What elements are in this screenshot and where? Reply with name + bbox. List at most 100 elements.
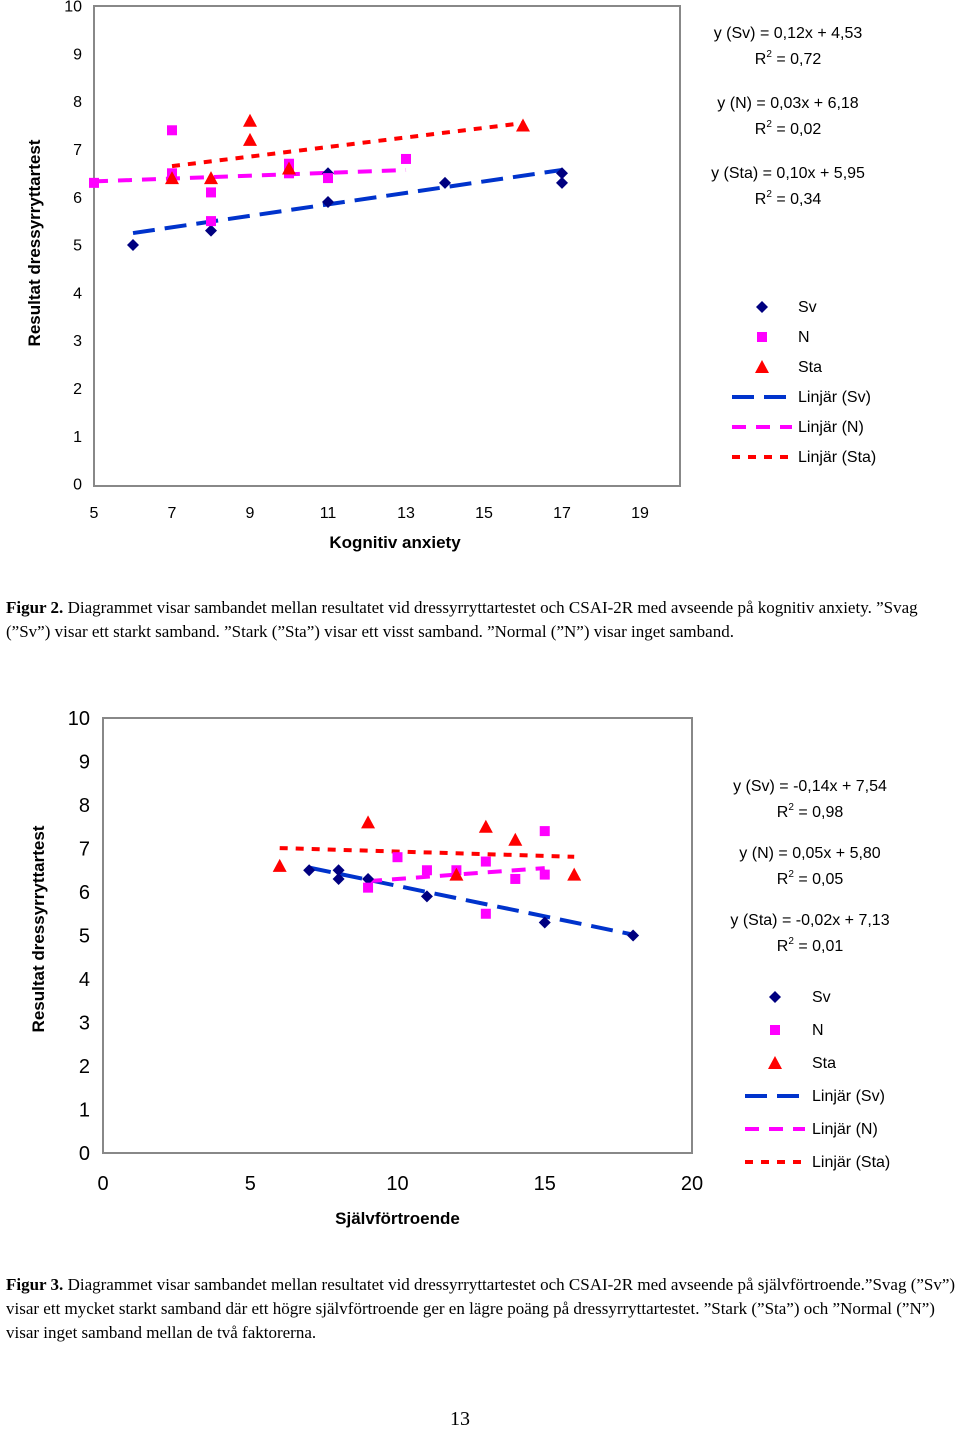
legend-marker-sta — [755, 360, 769, 373]
chart-sjalvfortroende: 0 1 2 3 4 5 6 7 8 9 10 0 5 10 15 20 Självförtroende Resul… — [29, 708, 890, 1228]
caption-label: Figur 2. — [6, 598, 64, 617]
data-point-sv — [439, 176, 451, 189]
r-squared: R2 = 0,02 — [755, 119, 822, 138]
trendline — [367, 866, 545, 884]
x-tick-label: 5 — [245, 1173, 256, 1195]
data-point-n — [421, 865, 432, 876]
page-number: 13 — [450, 1408, 470, 1430]
caption-label: Figur 3. — [6, 1275, 64, 1294]
data-point-n — [480, 908, 491, 919]
data-point-sv — [332, 864, 345, 877]
y-tick-label: 1 — [73, 429, 82, 446]
trendline — [279, 846, 575, 859]
legend-label: Linjär (Sta) — [798, 449, 876, 466]
data-point-sv — [627, 929, 640, 942]
trendline — [171, 121, 524, 169]
r-squared: R2 = 0,98 — [777, 802, 844, 821]
data-point-n — [510, 873, 521, 884]
legend-label: Sv — [798, 299, 817, 316]
y-tick-label: 2 — [73, 381, 82, 398]
legend-marker-sta — [768, 1056, 782, 1069]
y-tick-label: 3 — [79, 1013, 90, 1035]
data-point-sta — [272, 858, 287, 872]
data-point-sta — [282, 161, 296, 175]
x-tick-label: 11 — [320, 505, 337, 522]
data-point-sta — [449, 867, 464, 881]
legend-label: Sv — [812, 989, 831, 1006]
y-tick-label: 3 — [73, 333, 82, 350]
data-point-sta — [516, 118, 530, 132]
r-squared: R2 = 0,05 — [777, 869, 844, 888]
data-point-sv — [556, 167, 568, 180]
data-point-sv — [362, 872, 375, 885]
y-axis-title: Resultat dressyrryttartest — [25, 139, 44, 346]
legend-label: N — [812, 1022, 824, 1039]
data-point-n — [167, 125, 177, 136]
data-point-sta — [165, 171, 179, 185]
legend-marker-sv — [769, 991, 781, 1003]
figure-2-caption: Figur 2. Diagrammet visar sambandet mell… — [6, 596, 956, 644]
data-point-sv — [303, 864, 316, 877]
y-tick-label: 5 — [73, 238, 82, 255]
regression-equation: y (N) = 0,03x + 6,18 — [717, 95, 859, 112]
y-tick-label: 2 — [79, 1056, 90, 1078]
y-tick-label: 10 — [68, 708, 90, 730]
plot-area — [93, 5, 681, 487]
legend-label: N — [798, 329, 810, 346]
data-point-sv — [420, 890, 433, 903]
x-tick-label: 5 — [90, 505, 99, 522]
y-tick-label: 8 — [79, 795, 90, 817]
x-tick-label: 13 — [397, 505, 415, 522]
data-point-n — [363, 882, 374, 893]
chart-kognitiv-anxiety: 0 1 2 3 4 5 6 7 8 9 10 5 7 9 11 13 15 17 19 Kognitiv anxiet… — [25, 0, 876, 552]
legend-label: Linjär (N) — [798, 419, 864, 436]
data-point-sv — [556, 176, 568, 189]
x-tick-label: 19 — [631, 505, 649, 522]
y-tick-label: 7 — [79, 839, 90, 861]
data-point-sv — [538, 916, 551, 929]
caption-text: Diagrammet visar sambandet mellan result… — [6, 1275, 956, 1342]
y-axis-title: Resultat dressyrryttartest — [29, 825, 48, 1032]
y-tick-label: 6 — [73, 190, 82, 207]
data-point-sv — [127, 239, 139, 251]
y-tick-label: 0 — [73, 477, 82, 494]
r-squared: R2 = 0,72 — [755, 49, 822, 68]
regression-equation: y (Sv) = -0,14x + 7,54 — [733, 778, 887, 795]
data-point-sta — [243, 132, 257, 146]
data-point-sta — [243, 113, 257, 127]
data-point-n — [539, 869, 550, 880]
data-point-sta — [361, 815, 376, 829]
y-tick-label: 6 — [79, 882, 90, 904]
legend-label: Linjär (Sta) — [812, 1154, 890, 1171]
y-tick-label: 8 — [73, 94, 82, 111]
y-tick-label: 1 — [79, 1100, 90, 1122]
data-point-sv — [322, 195, 334, 208]
y-tick-label: 4 — [73, 285, 82, 302]
data-point-n — [323, 173, 333, 184]
legend-label: Linjär (Sv) — [798, 389, 871, 406]
y-tick-label: 10 — [64, 0, 82, 16]
regression-equation: y (Sta) = -0,02x + 7,13 — [730, 912, 889, 929]
x-tick-label: 9 — [246, 505, 255, 522]
y-tick-label: 5 — [79, 926, 90, 948]
x-tick-label: 7 — [168, 505, 177, 522]
x-axis-title: Självförtroende — [335, 1209, 460, 1228]
trendline — [93, 167, 407, 184]
figure-3-caption: Figur 3. Diagrammet visar sambandet mell… — [6, 1273, 956, 1345]
legend-marker-sv — [756, 301, 768, 313]
caption-text: Diagrammet visar sambandet mellan result… — [6, 598, 918, 641]
regression-equation: y (Sta) = 0,10x + 5,95 — [711, 165, 865, 182]
x-axis-title: Kognitiv anxiety — [329, 533, 461, 552]
x-tick-label: 0 — [97, 1173, 108, 1195]
x-tick-label: 10 — [386, 1173, 408, 1195]
plot-area — [102, 717, 693, 1154]
y-tick-label: 4 — [79, 969, 90, 991]
y-tick-label: 9 — [73, 46, 82, 63]
legend-marker-n — [770, 1025, 780, 1035]
x-tick-label: 15 — [534, 1173, 556, 1195]
data-point-sta — [478, 819, 493, 833]
regression-equation: y (Sv) = 0,12x + 4,53 — [714, 25, 863, 42]
legend-marker-n — [757, 332, 767, 342]
trendline — [308, 865, 634, 937]
legend-label: Sta — [812, 1055, 836, 1072]
